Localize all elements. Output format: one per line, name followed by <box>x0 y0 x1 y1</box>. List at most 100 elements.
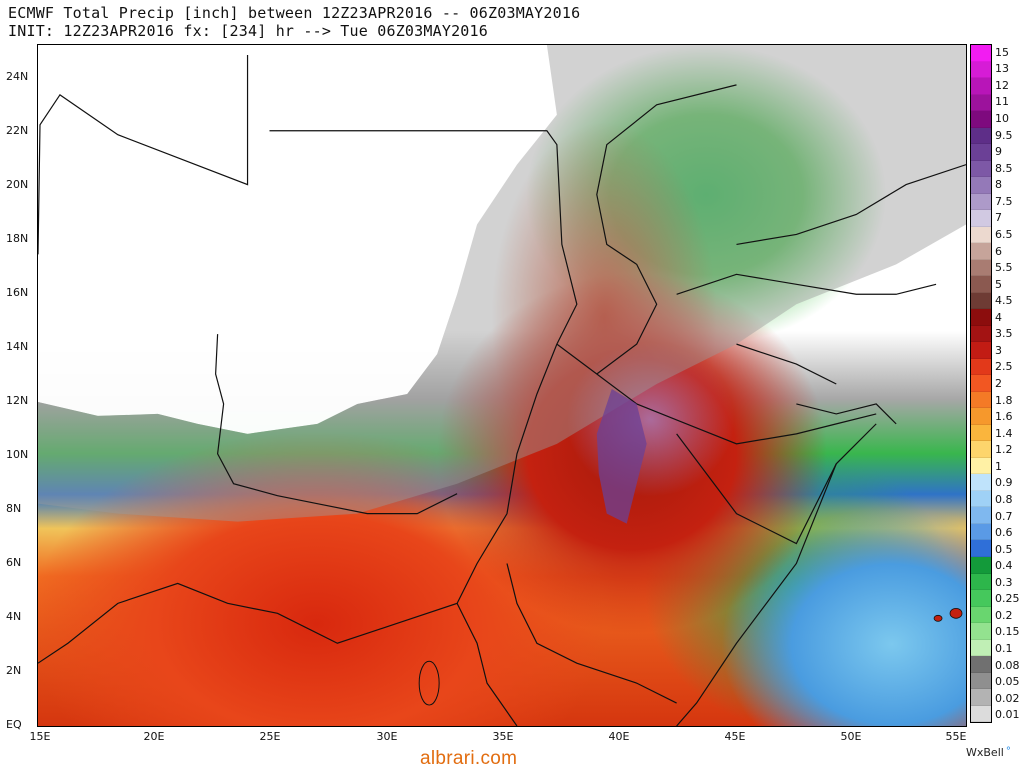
legend-swatch <box>971 689 991 706</box>
legend-swatch <box>971 259 991 277</box>
legend-label: 1.4 <box>995 426 1013 440</box>
legend-label: 0.9 <box>995 476 1013 490</box>
legend-label: 0.15 <box>995 625 1020 639</box>
legend-label: 0.01 <box>995 708 1020 722</box>
legend-swatch <box>971 309 991 326</box>
x-tick-label: 35E <box>492 730 514 743</box>
y-tick-label: 4N <box>6 610 22 623</box>
legend-label: 6.5 <box>995 227 1013 241</box>
legend-label: 2 <box>995 377 1002 391</box>
legend-label: 8 <box>995 178 1002 192</box>
legend-label: 8.5 <box>995 161 1013 175</box>
legend-swatch <box>971 523 991 541</box>
legend-label: 0.7 <box>995 509 1013 523</box>
legend-swatch <box>971 111 991 128</box>
legend-label: 10 <box>995 112 1009 126</box>
map-title-line-2: INIT: 12Z23APR2016 fx: [234] hr --> Tue … <box>8 22 488 40</box>
legend-swatch <box>971 490 991 508</box>
legend-swatch <box>971 672 991 690</box>
legend-swatch <box>971 45 991 62</box>
y-tick-label: 20N <box>6 178 29 191</box>
legend-label: 1.6 <box>995 410 1013 424</box>
map-title-line-1: ECMWF Total Precip [inch] between 12Z23A… <box>8 4 581 22</box>
legend-swatch <box>971 441 991 458</box>
x-tick-label: 45E <box>724 730 746 743</box>
legend-swatch <box>971 61 991 79</box>
legend-swatch <box>971 243 991 260</box>
legend-swatch <box>971 540 991 557</box>
legend-label: 2.5 <box>995 360 1013 374</box>
legend-label: 12 <box>995 78 1009 92</box>
x-tick-label: 40E <box>608 730 630 743</box>
wxbell-logo: WxBell ° <box>966 746 1011 759</box>
legend-swatch <box>971 94 991 112</box>
y-tick-label: 10N <box>6 448 29 461</box>
legend-swatch <box>971 705 991 723</box>
legend-label: 7 <box>995 211 1002 225</box>
legend-swatch <box>971 424 991 442</box>
map-borders <box>38 45 966 726</box>
legend-label: 4.5 <box>995 294 1013 308</box>
legend-swatch <box>971 590 991 607</box>
legend-label: 9 <box>995 145 1002 159</box>
wxbell-text: WxBell <box>966 746 1004 759</box>
legend-label: 0.2 <box>995 608 1013 622</box>
legend-label: 5 <box>995 277 1002 291</box>
legend-swatch <box>971 78 991 95</box>
precipitation-map <box>37 44 967 727</box>
legend-swatch <box>971 160 991 178</box>
y-tick-label: 22N <box>6 124 29 137</box>
legend-label: 0.6 <box>995 526 1013 540</box>
y-tick-label: 18N <box>6 232 29 245</box>
legend-label: 1 <box>995 459 1002 473</box>
legend-label: 11 <box>995 95 1009 109</box>
legend-swatch <box>971 457 991 475</box>
legend-label: 13 <box>995 62 1009 76</box>
x-tick-label: 15E <box>29 730 51 743</box>
legend-label: 15 <box>995 45 1009 59</box>
x-tick-label: 20E <box>143 730 165 743</box>
legend-swatch <box>971 292 991 310</box>
legend-label: 0.02 <box>995 691 1020 705</box>
legend-swatch <box>971 391 991 409</box>
precip-legend-labels: 15 13 12 11 10 9.5 9 8.5 8 7.5 7 6.5 6 5.5 5 4.5 4 3.5 3 2.… <box>995 44 1024 723</box>
precip-legend-colorbar <box>970 44 992 723</box>
legend-label: 4 <box>995 310 1002 324</box>
legend-swatch <box>971 193 991 211</box>
legend-swatch <box>971 573 991 591</box>
legend-label: 0.25 <box>995 592 1020 606</box>
y-tick-label: 24N <box>6 70 29 83</box>
legend-swatch <box>971 556 991 574</box>
legend-swatch <box>971 408 991 425</box>
wxbell-dot-icon: ° <box>1005 746 1011 757</box>
y-tick-label: 6N <box>6 556 22 569</box>
legend-label: 1.8 <box>995 393 1013 407</box>
legend-swatch <box>971 177 991 194</box>
y-tick-label: 12N <box>6 394 29 407</box>
legend-label: 0.8 <box>995 492 1013 506</box>
legend-label: 0.08 <box>995 658 1020 672</box>
y-tick-label: 14N <box>6 340 29 353</box>
legend-label: 5.5 <box>995 261 1013 275</box>
y-tick-label: 2N <box>6 664 22 677</box>
legend-label: 0.3 <box>995 575 1013 589</box>
y-tick-label: 8N <box>6 502 22 515</box>
legend-swatch <box>971 656 991 673</box>
legend-swatch <box>971 606 991 624</box>
legend-label: 7.5 <box>995 194 1013 208</box>
y-tick-label: 16N <box>6 286 29 299</box>
legend-label: 9.5 <box>995 128 1013 142</box>
y-tick-label: EQ <box>6 718 22 731</box>
legend-label: 0.05 <box>995 675 1020 689</box>
legend-label: 1.2 <box>995 443 1013 457</box>
legend-label: 0.4 <box>995 559 1013 573</box>
legend-swatch <box>971 226 991 244</box>
legend-swatch <box>971 623 991 640</box>
legend-swatch <box>971 276 991 293</box>
legend-swatch <box>971 358 991 376</box>
x-tick-label: 50E <box>840 730 862 743</box>
legend-label: 6 <box>995 244 1002 258</box>
legend-swatch <box>971 325 991 343</box>
watermark: albrari.com <box>420 748 518 769</box>
legend-swatch <box>971 375 991 392</box>
